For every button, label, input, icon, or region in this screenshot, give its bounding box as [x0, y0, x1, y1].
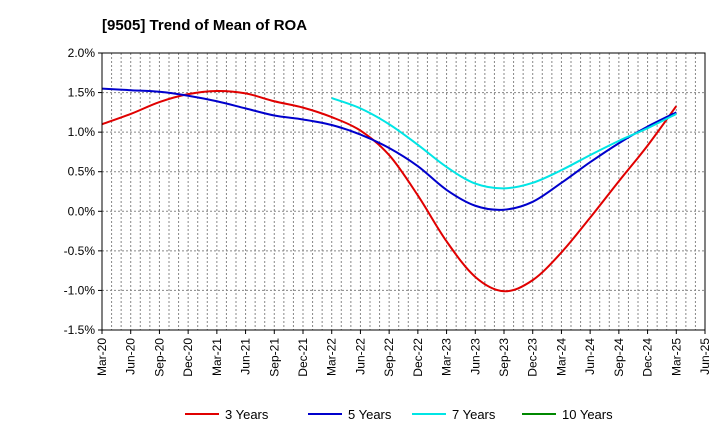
- series-line-5-years: [101, 87, 677, 211]
- x-axis: Mar-20 Jun-20 Sep-20 Dec-20 Mar-21 Jun-21 Sep-…: [95, 330, 712, 377]
- x-tick-label: Jun-22: [353, 338, 367, 375]
- y-tick-label: -1.5%: [64, 323, 96, 337]
- legend: 3 Years 5 Years 7 Years 10 Years: [185, 407, 613, 422]
- y-tick-label: 0.0%: [68, 204, 96, 218]
- x-tick-label: Jun-24: [583, 338, 597, 375]
- x-tick-label: Dec-22: [411, 338, 425, 377]
- legend-item: 7 Years: [412, 407, 496, 422]
- legend-label: 10 Years: [562, 407, 613, 422]
- legend-label: 7 Years: [452, 407, 496, 422]
- x-tick-label: Sep-22: [382, 338, 396, 377]
- x-tick-label: Jun-23: [468, 338, 482, 375]
- y-tick-label: 1.5%: [68, 86, 96, 100]
- series-lines: [101, 87, 678, 293]
- y-axis: 2.0% 1.5% 1.0% 0.5% 0.0% -0.5% -1.0% -1.5%: [64, 46, 102, 337]
- x-tick-label: Sep-23: [497, 338, 511, 377]
- x-tick-label: Mar-23: [440, 338, 454, 376]
- x-tick-label: Jun-21: [239, 338, 253, 375]
- legend-item: 5 Years: [308, 407, 392, 422]
- y-tick-label: 2.0%: [68, 46, 96, 60]
- legend-label: 3 Years: [225, 407, 269, 422]
- y-tick-label: -0.5%: [64, 244, 96, 258]
- x-tick-label: Dec-21: [296, 338, 310, 377]
- x-tick-label: Jun-20: [124, 338, 138, 375]
- x-tick-label: Dec-24: [641, 338, 655, 377]
- x-tick-label: Mar-22: [325, 338, 339, 376]
- y-tick-label: 1.0%: [68, 125, 96, 139]
- grid: [101, 52, 706, 331]
- y-tick-label: -1.0%: [64, 283, 96, 297]
- legend-item: 3 Years: [185, 407, 269, 422]
- x-tick-label: Mar-24: [554, 338, 568, 376]
- x-tick-label: Jun-25: [698, 338, 712, 375]
- x-tick-label: Mar-25: [669, 338, 683, 376]
- x-tick-label: Mar-20: [95, 338, 109, 376]
- series-line-7-years: [331, 97, 677, 190]
- x-tick-label: Dec-20: [181, 338, 195, 377]
- x-tick-label: Sep-24: [612, 338, 626, 377]
- x-tick-label: Sep-20: [152, 338, 166, 377]
- chart-title: [9505] Trend of Mean of ROA: [102, 17, 307, 34]
- series-line-3-years: [101, 89, 678, 293]
- legend-label: 5 Years: [348, 407, 392, 422]
- x-tick-label: Dec-23: [526, 338, 540, 377]
- x-tick-label: Sep-21: [267, 338, 281, 377]
- y-tick-label: 0.5%: [68, 165, 96, 179]
- x-tick-label: Mar-21: [210, 338, 224, 376]
- legend-item: 10 Years: [522, 407, 613, 422]
- plot-frame: [101, 52, 706, 331]
